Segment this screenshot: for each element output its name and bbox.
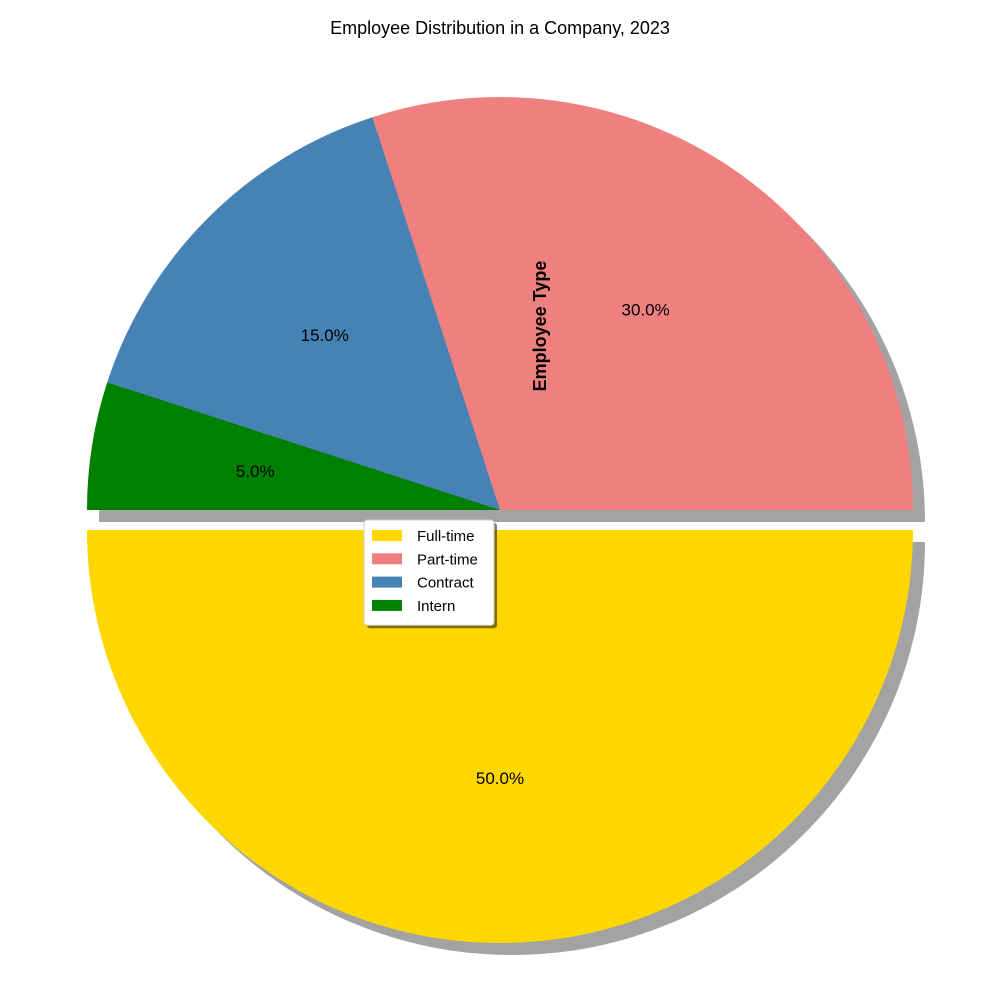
legend-label-intern: Intern: [417, 598, 455, 615]
legend-label-full-time: Full-time: [417, 528, 475, 545]
y-axis-label: Employee Type: [530, 261, 550, 392]
legend-label-part-time: Part-time: [417, 551, 478, 568]
slice-label-contract: 15.0%: [301, 326, 349, 345]
slice-label-full-time: 50.0%: [476, 769, 524, 788]
slice-full-time: [87, 530, 913, 943]
legend-swatch-contract: [372, 577, 402, 588]
slice-label-intern: 5.0%: [236, 462, 275, 481]
legend-swatch-full-time: [372, 530, 402, 541]
legend: Full-time Part-time Contract Intern: [364, 520, 497, 628]
legend-swatch-intern: [372, 600, 402, 611]
legend-swatch-part-time: [372, 553, 402, 564]
legend-label-contract: Contract: [417, 575, 475, 592]
chart-title: Employee Distribution in a Company, 2023: [330, 18, 670, 38]
slice-label-part-time: 30.0%: [622, 301, 670, 320]
